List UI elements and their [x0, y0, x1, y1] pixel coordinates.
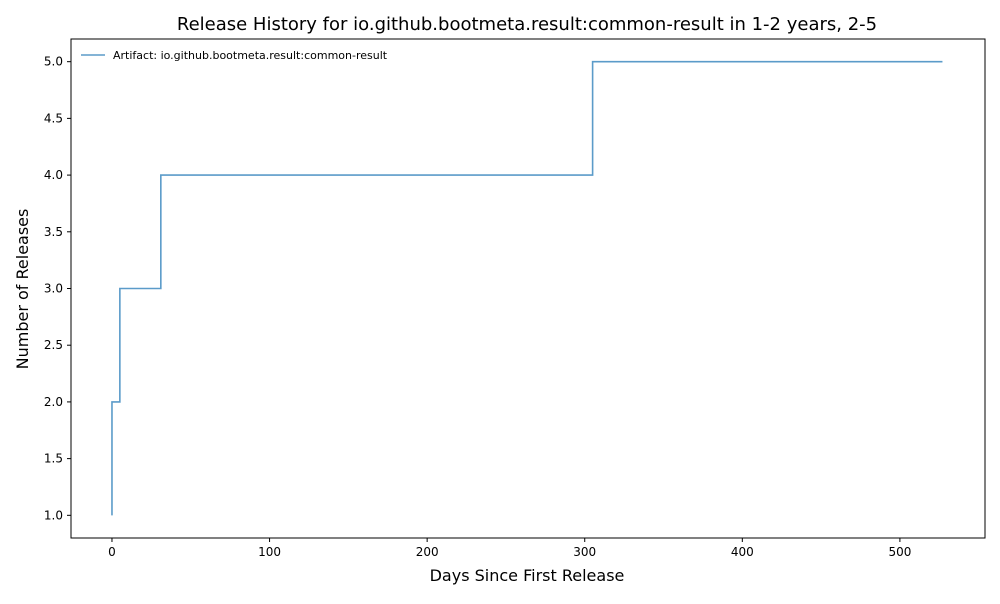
chart-title: Release History for io.github.bootmeta.r… [177, 14, 877, 35]
series-line [111, 60, 943, 516]
y-tick-label: 1.0 [44, 508, 63, 522]
y-axis-ticks: 1.0 1.5 2.0 2.5 3.0 3.5 4.0 4.5 5.0 [44, 55, 71, 522]
series-group [111, 60, 943, 516]
y-tick-label: 3.5 [44, 225, 63, 239]
x-tick-label: 100 [258, 545, 281, 559]
y-tick-label: 2.5 [44, 338, 63, 352]
y-axis-label: Number of Releases [13, 209, 32, 370]
x-tick-label: 300 [573, 545, 596, 559]
x-axis-label: Days Since First Release [430, 566, 625, 585]
y-tick-label: 5.0 [44, 55, 63, 69]
y-tick-label: 2.0 [44, 395, 63, 409]
plot-frame [70, 38, 986, 539]
x-tick-label: 200 [416, 545, 439, 559]
x-tick-label: 500 [888, 545, 911, 559]
x-tick-label: 0 [108, 545, 116, 559]
legend: Artifact: io.github.bootmeta.result:comm… [81, 49, 388, 62]
y-tick-label: 4.0 [44, 168, 63, 182]
y-tick-label: 4.5 [44, 111, 63, 125]
y-tick-label: 1.5 [44, 452, 63, 466]
legend-label: Artifact: io.github.bootmeta.result:comm… [113, 49, 388, 62]
x-tick-label: 400 [731, 545, 754, 559]
x-axis-ticks: 0 100 200 300 400 500 [108, 538, 911, 559]
y-tick-label: 3.0 [44, 282, 63, 296]
